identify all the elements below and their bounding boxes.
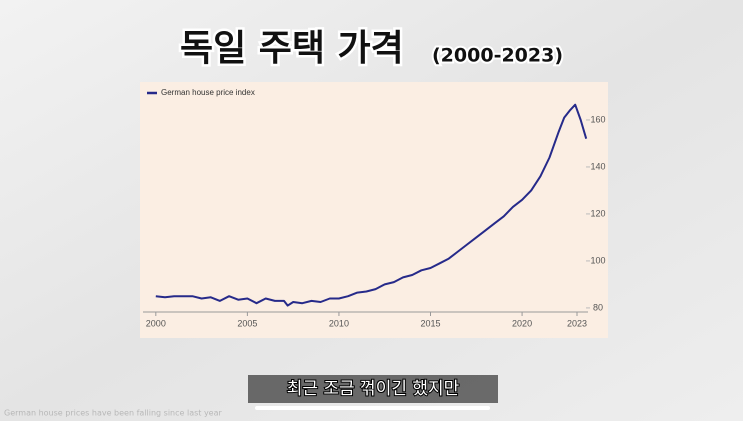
series-line [155,103,588,307]
subtitle: (2000-2023) [432,45,563,67]
source-note: German house prices have been falling si… [4,409,223,418]
x-tick-label: 2015 [420,318,440,328]
x-tick-label: 2000 [146,318,166,328]
x-tick-label: 2010 [329,318,349,328]
caption-box [248,375,498,403]
title: 독일 주택 가격 [180,28,404,69]
legend-label: German house price index [161,88,255,97]
chart-panel [140,82,608,338]
plot: 80 100 120 140 160 2000 2005 2010 2015 2020 2023 [143,103,606,328]
x-tick-label: 2023 [567,318,587,328]
progress-bar [255,406,490,410]
y-tick-label: 140 [590,161,605,171]
y-tick-label: 120 [590,208,605,218]
y-tick-label: 100 [590,255,605,265]
caption: 최근 조금 꺾이긴 했지만 [287,379,460,399]
x-tick-label: 2020 [512,318,532,328]
x-tick-label: 2005 [237,318,257,328]
y-tick-label: 160 [590,114,605,124]
y-tick-label: 80 [593,302,603,312]
